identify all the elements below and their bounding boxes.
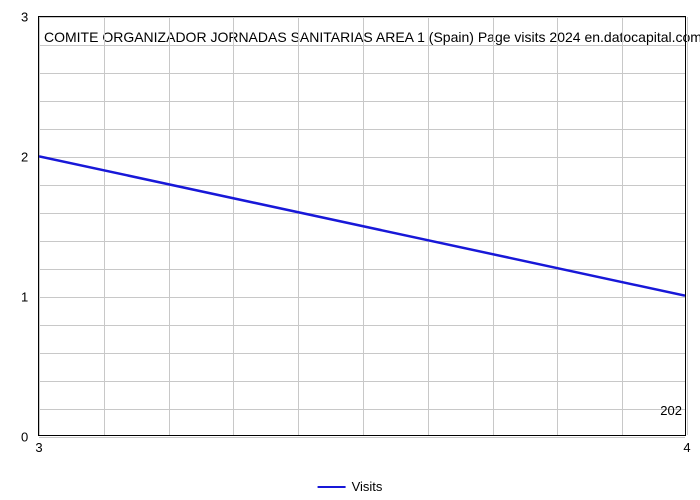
chart-container: COMITE ORGANIZADOR JORNADAS SANITARIAS A…: [30, 10, 690, 450]
y-tick-label: 3: [21, 10, 28, 25]
plot-area: COMITE ORGANIZADOR JORNADAS SANITARIAS A…: [38, 16, 686, 436]
y-tick-label: 0: [21, 430, 28, 445]
x-axis-extra-label: 202: [660, 403, 682, 418]
legend: Visits: [318, 479, 383, 494]
y-tick-label: 2: [21, 150, 28, 165]
x-tick-label: 3: [35, 440, 42, 455]
legend-line-icon: [318, 486, 346, 488]
visits-line: [39, 17, 685, 435]
y-tick-label: 1: [21, 290, 28, 305]
chart-title: COMITE ORGANIZADOR JORNADAS SANITARIAS A…: [39, 29, 685, 45]
legend-label: Visits: [352, 479, 383, 494]
x-tick-label: 4: [683, 440, 690, 455]
